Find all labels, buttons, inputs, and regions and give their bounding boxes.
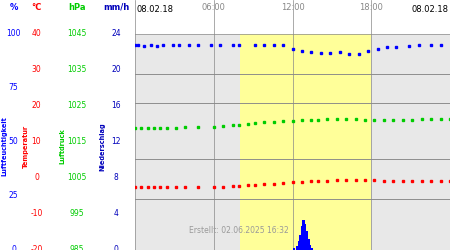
Text: °C: °C [31,2,42,12]
Bar [135,103,450,159]
Bar [135,34,450,74]
Text: 1025: 1025 [68,101,86,110]
Bar [299,235,302,250]
Bar [240,199,371,250]
Bar [240,34,371,74]
Bar [306,230,308,250]
Text: 1035: 1035 [67,65,87,74]
Bar [302,220,305,250]
Bar [310,248,313,250]
Text: 995: 995 [70,210,84,218]
Text: 50: 50 [9,138,18,146]
Text: 12:00: 12:00 [281,2,304,12]
Text: 1015: 1015 [68,138,86,146]
Bar [240,103,371,159]
Text: 40: 40 [32,29,41,38]
Text: 08.02.18: 08.02.18 [137,5,174,14]
Text: 06:00: 06:00 [202,2,226,12]
Bar [301,226,303,250]
Text: 20: 20 [32,101,41,110]
Text: Erstellt: 02.06.2025 16:32: Erstellt: 02.06.2025 16:32 [189,226,289,235]
Bar [135,199,450,250]
Bar [135,74,450,103]
Bar [304,224,306,250]
Text: 25: 25 [9,192,18,200]
Bar [307,239,310,250]
Text: -10: -10 [30,210,43,218]
Text: %: % [9,2,18,12]
Text: 12: 12 [111,138,121,146]
Text: 20: 20 [111,65,121,74]
Text: Temperatur: Temperatur [22,125,29,168]
Text: Luftdruck: Luftdruck [59,128,65,164]
Text: 0: 0 [34,174,39,182]
Text: 10: 10 [32,138,41,146]
Text: Luftfeuchtigkeit: Luftfeuchtigkeit [1,116,7,176]
Bar [309,245,311,250]
Text: 4: 4 [114,210,118,218]
Bar [293,248,295,250]
Bar [297,241,300,250]
Text: 0: 0 [114,246,118,250]
Text: hPa: hPa [68,2,86,12]
Text: 30: 30 [32,65,41,74]
Bar [135,0,450,34]
Bar [240,74,371,103]
Text: 18:00: 18:00 [359,2,383,12]
Text: 24: 24 [111,29,121,38]
Text: 100: 100 [6,29,21,38]
Text: 985: 985 [70,246,84,250]
Text: 1045: 1045 [67,29,87,38]
Text: 75: 75 [9,83,18,92]
Bar [240,159,371,199]
Text: mm/h: mm/h [103,2,129,12]
Text: -20: -20 [30,246,43,250]
Bar [135,159,450,199]
Text: Niederschlag: Niederschlag [99,122,106,170]
Text: 0: 0 [11,246,16,250]
Text: 8: 8 [114,174,118,182]
Text: 1005: 1005 [67,174,87,182]
Text: 08.02.18: 08.02.18 [411,5,448,14]
Bar [296,246,298,250]
Text: 16: 16 [111,101,121,110]
